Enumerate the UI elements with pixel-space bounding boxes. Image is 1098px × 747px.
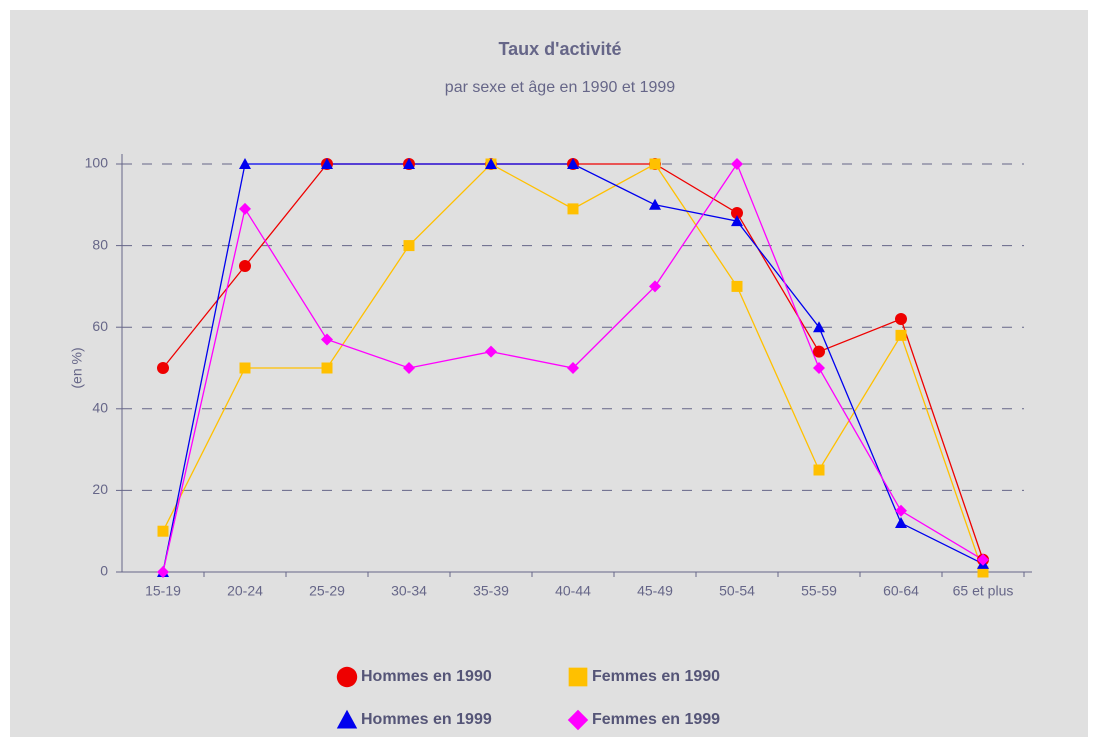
legend-label: Hommes en 1999 [361, 711, 492, 728]
y-tick-label: 40 [92, 400, 108, 416]
data-point [485, 345, 497, 358]
data-point [567, 362, 579, 374]
legend-marker [336, 666, 358, 688]
data-point [731, 206, 743, 219]
y-tick-label: 100 [85, 155, 109, 171]
data-point [895, 313, 907, 326]
chart-subtitle: par sexe et âge en 1990 et 1999 [445, 79, 676, 96]
x-tick-label: 15-19 [145, 583, 181, 599]
data-point [157, 566, 169, 578]
chart-title: Taux d'activité [499, 39, 622, 59]
data-point [813, 345, 825, 358]
data-point [157, 525, 169, 537]
x-tick-label: 35-39 [473, 583, 509, 599]
legend-label: Femmes en 1999 [592, 711, 720, 728]
data-point [813, 362, 825, 374]
data-point [321, 333, 333, 346]
data-point [895, 504, 907, 517]
chart-background [10, 10, 1088, 737]
data-point [567, 158, 579, 169]
data-point [649, 198, 661, 210]
data-point [239, 202, 251, 215]
x-tick-label: 30-34 [391, 583, 427, 599]
data-point [731, 215, 743, 227]
data-point [731, 280, 743, 292]
x-tick-label: 50-54 [719, 583, 755, 599]
data-point [239, 158, 251, 169]
y-axis-label: (en %) [69, 347, 85, 388]
data-point [977, 553, 989, 566]
legend-marker [568, 667, 588, 687]
y-tick-label: 20 [92, 481, 108, 497]
x-tick-label: 45-49 [637, 583, 673, 599]
data-point [321, 158, 333, 169]
y-tick-label: 80 [92, 236, 108, 252]
data-point [895, 517, 907, 529]
data-point [403, 158, 415, 169]
data-point [239, 362, 251, 374]
data-point [731, 158, 743, 170]
legend-label: Hommes en 1990 [361, 668, 492, 685]
y-tick-label: 60 [92, 318, 108, 334]
legend-marker [567, 709, 589, 731]
x-tick-label: 40-44 [555, 583, 591, 599]
data-point [485, 158, 497, 169]
legend-label: Femmes en 1990 [592, 668, 720, 685]
data-point [649, 280, 661, 293]
data-point [895, 329, 907, 341]
x-tick-label: 55-59 [801, 583, 837, 599]
data-point [567, 203, 579, 215]
y-tick-label: 0 [100, 563, 108, 579]
data-point [649, 158, 661, 170]
data-point [403, 240, 415, 252]
x-tick-label: 65 et plus [953, 583, 1014, 599]
data-point [157, 362, 169, 374]
x-tick-label: 25-29 [309, 583, 345, 599]
x-tick-label: 20-24 [227, 583, 263, 599]
legend-marker [336, 709, 358, 729]
data-point [813, 464, 825, 476]
x-tick-label: 60-64 [883, 583, 919, 599]
data-point [813, 321, 825, 333]
data-point [239, 260, 251, 272]
data-point [403, 362, 415, 374]
data-point [977, 566, 989, 578]
data-point [321, 362, 333, 374]
